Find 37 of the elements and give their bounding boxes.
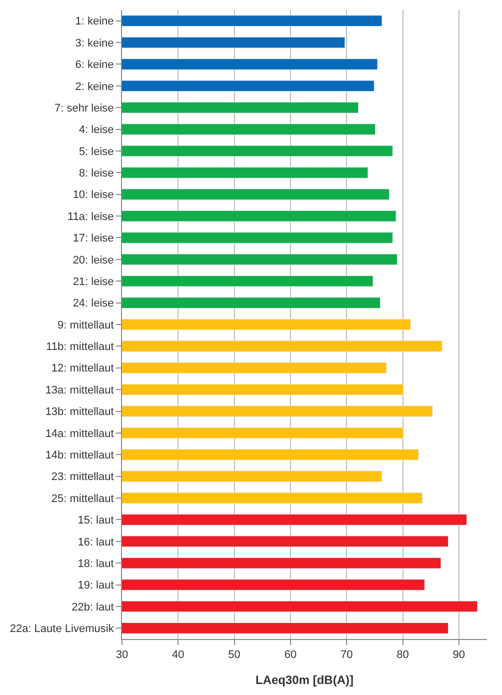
y-tick-label: 10: leise [72, 189, 114, 202]
y-tick-label: 25: mittellaut [51, 492, 114, 505]
y-tick-label: 16: laut [78, 536, 114, 548]
y-tick-label: 11b: mittellaut [46, 341, 114, 354]
x-tick-label: 30 [116, 649, 128, 662]
y-tick-label: 22a: Laute Livemusik [10, 623, 114, 636]
x-tick-label: 40 [172, 649, 184, 662]
x-tick-label: 60 [284, 649, 297, 662]
y-tick-label: 13b: mittellaut [45, 406, 114, 418]
y-tick-label: 2: keine [75, 80, 114, 93]
y-tick-label: 11a: leise [68, 210, 114, 223]
y-tick-label: 14b: mittellaut [45, 449, 114, 462]
y-tick-label: 9: mittellaut [58, 319, 114, 332]
x-axis-title: LAeq30m [dB(A)] [256, 673, 354, 688]
y-tick-label: 1: keine [75, 16, 114, 28]
y-tick-label: 7: sehr leise [54, 102, 114, 114]
y-tick-label: 13a: mittellaut [45, 384, 114, 396]
y-tick-label: 8: leise [78, 168, 114, 180]
y-tick-label: 24: leise [72, 298, 114, 310]
x-tick-label: 70 [340, 649, 353, 662]
x-tick-label: 80 [396, 649, 409, 662]
y-tick-label: 19: laut [78, 580, 114, 592]
y-tick-label: 6: keine [75, 59, 114, 72]
y-tick-label: 21: leise [72, 276, 114, 288]
x-tick-label: 50 [228, 649, 240, 662]
y-tick-label: 23: mittellaut [51, 471, 114, 484]
x-tick-label: 90 [452, 649, 466, 662]
y-tick-label: 3: keine [75, 37, 114, 50]
y-tick-label: 12: mittellaut [51, 362, 114, 375]
y-tick-label: 4: leise [78, 124, 114, 136]
y-tick-label: 17: leise [72, 232, 114, 245]
y-tick-label: 14a: mittellaut [45, 428, 114, 440]
y-tick-label: 22b: laut [72, 601, 114, 614]
y-tick-label: 15: laut [78, 514, 114, 527]
y-tick-label: 18: laut [78, 558, 114, 570]
y-tick-label: 20: leise [72, 254, 114, 266]
y-tick-label: 5: leise [78, 146, 114, 158]
